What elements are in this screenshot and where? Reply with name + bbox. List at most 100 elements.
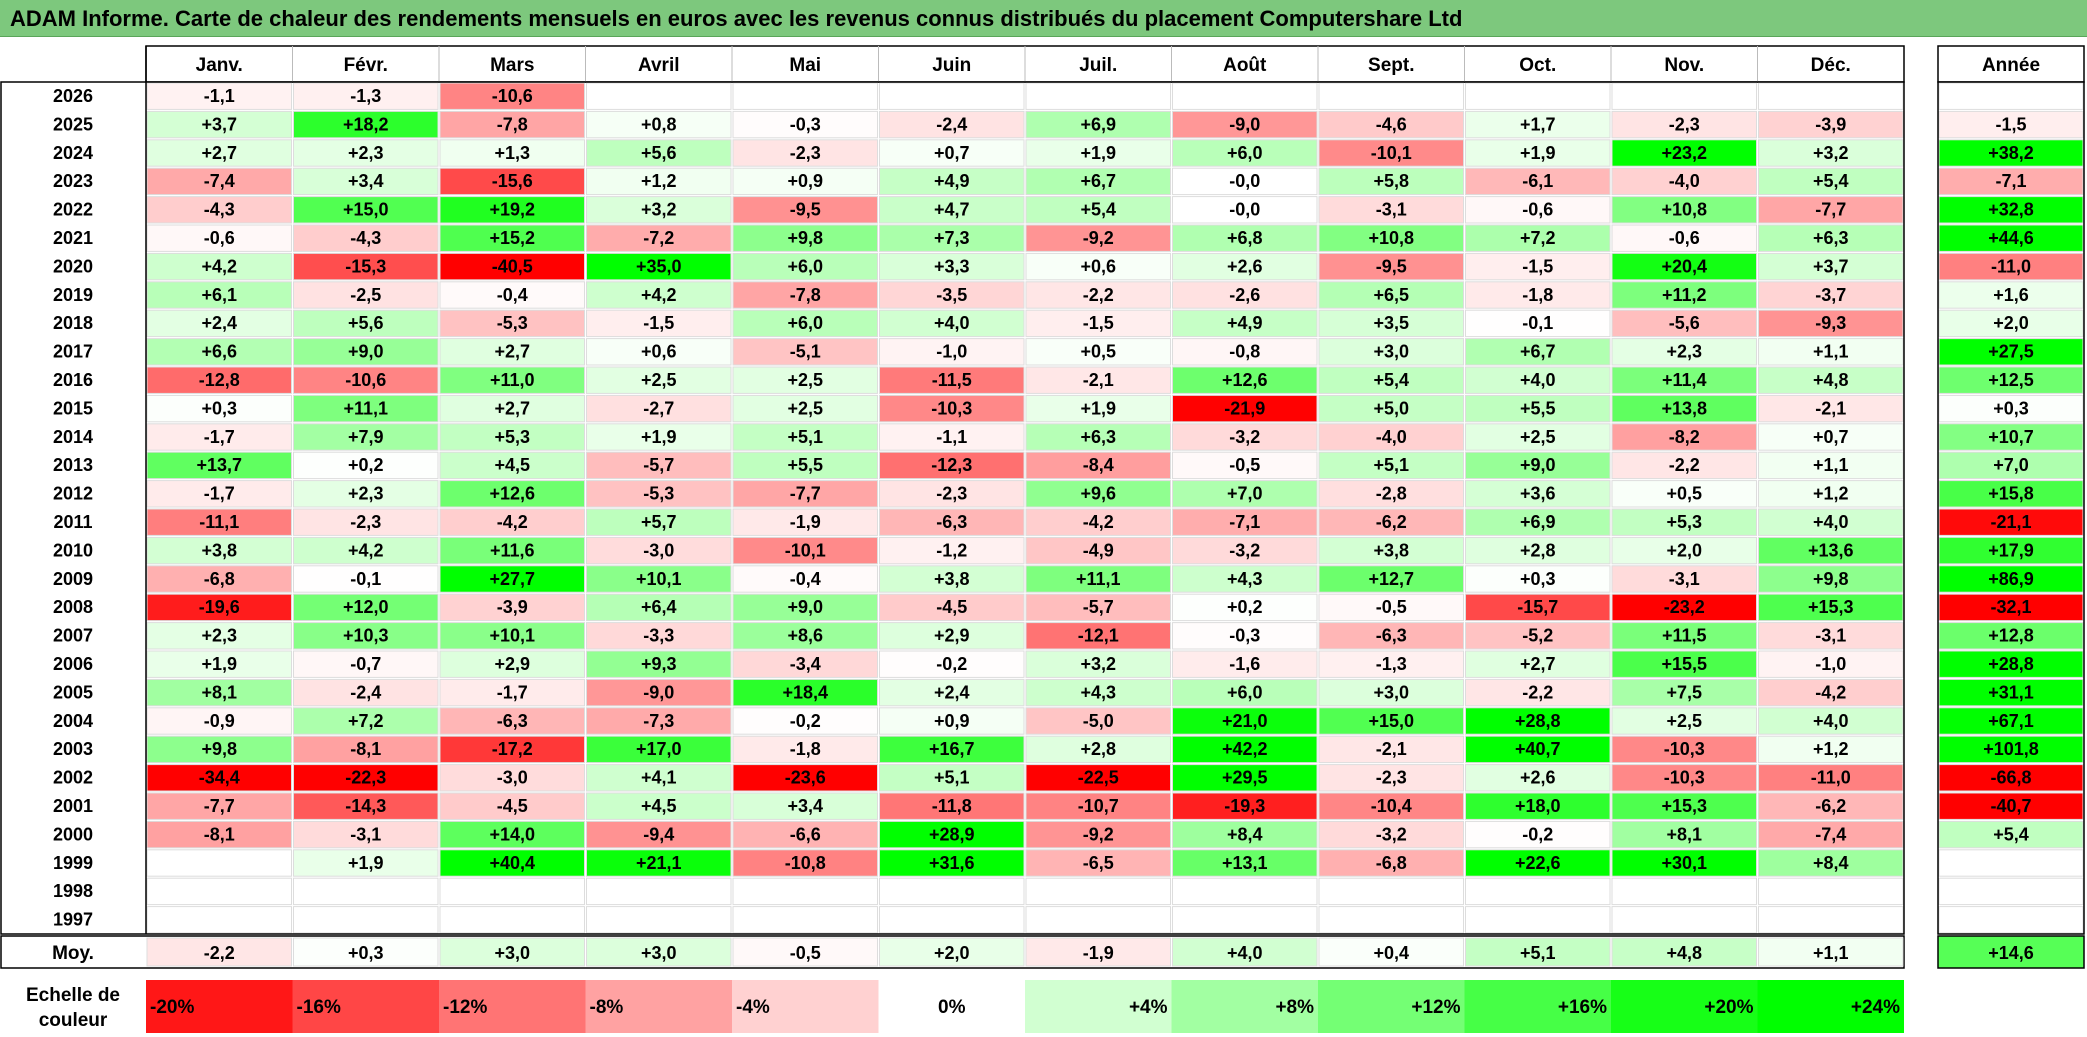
year-label: 2007 — [53, 626, 93, 646]
heatmap-cell — [1025, 82, 1171, 110]
cell-value: +9,3 — [641, 654, 677, 674]
scale-label: 0% — [938, 997, 966, 1018]
heatmap-cell — [1611, 622, 1757, 650]
cell-value: -5,7 — [1083, 597, 1114, 617]
cell-value: -7,7 — [1815, 200, 1846, 220]
cell-value: -1,1 — [204, 86, 235, 106]
heatmap-cell — [1172, 820, 1318, 849]
heatmap-cell — [293, 480, 439, 508]
year-label: 2022 — [53, 200, 93, 220]
cell-value: +13,6 — [1808, 540, 1854, 560]
cell-value: -7,4 — [204, 171, 235, 191]
cell-value: +6,1 — [201, 285, 237, 305]
heatmap-cell — [1025, 678, 1171, 707]
cell-value: +3,0 — [1373, 682, 1409, 702]
cell-value: +6,0 — [1227, 682, 1263, 702]
cell-value: -5,3 — [643, 484, 674, 504]
heatmap-cell — [439, 252, 585, 281]
cell-value: -0,0 — [1229, 200, 1260, 220]
scale-swatch — [1171, 980, 1318, 1033]
scale-swatch — [1025, 980, 1172, 1033]
cell-value: +4,2 — [641, 285, 677, 305]
heatmap-cell — [879, 480, 1025, 508]
heatmap-cell — [293, 508, 439, 536]
cell-value: +2,7 — [494, 398, 530, 418]
heatmap-cell — [293, 536, 439, 565]
cell-value: -8,1 — [350, 739, 381, 759]
cell-value: +3,2 — [1813, 143, 1849, 163]
cell-value: -3,2 — [1229, 540, 1260, 560]
heatmap-cell — [439, 678, 585, 707]
cell-value: +6,9 — [1520, 512, 1556, 532]
cell-value: +10,8 — [1368, 228, 1414, 248]
heatmap-cell — [1318, 423, 1464, 451]
cell-value: +0,7 — [934, 143, 970, 163]
scale-label: +4% — [1129, 997, 1168, 1018]
heatmap-cell — [1758, 678, 1904, 707]
cell-value: +1,9 — [1080, 143, 1116, 163]
cell-value: +2,7 — [494, 342, 530, 362]
cell-value: +4,8 — [1813, 370, 1849, 390]
year-label: 2003 — [53, 739, 93, 759]
heatmap-cell — [1465, 366, 1611, 394]
heatmap-cell — [1611, 820, 1757, 849]
cell-value: +4,5 — [494, 455, 530, 475]
cell-value: +2,3 — [348, 484, 384, 504]
cell-value: -9,0 — [1229, 114, 1260, 134]
annual-frame — [1937, 81, 2085, 935]
annual-cell — [1938, 281, 2084, 309]
annual-value: -40,7 — [1990, 796, 2031, 816]
heatmap-cell — [732, 622, 878, 650]
heatmap-cell — [1172, 224, 1318, 252]
cell-value: -21,9 — [1224, 398, 1265, 418]
heatmap-cell — [1465, 281, 1611, 309]
cell-value: -6,3 — [497, 711, 528, 731]
heatmap-cell — [1025, 366, 1171, 394]
heatmap-cell — [146, 139, 292, 167]
heatmap-cell — [293, 281, 439, 309]
heatmap-cell — [1611, 167, 1757, 196]
heatmap-cell — [439, 906, 585, 934]
cell-value: -22,5 — [1078, 768, 1119, 788]
cell-value: +0,9 — [787, 171, 823, 191]
cell-value: +27,7 — [489, 569, 535, 589]
heatmap-cell — [1465, 707, 1611, 735]
cell-value: -5,1 — [790, 342, 821, 362]
cell-value: -0,5 — [1229, 455, 1260, 475]
heatmap-cell — [1172, 139, 1318, 167]
heatmap-cell — [439, 394, 585, 423]
cell-value: +2,7 — [201, 143, 237, 163]
average-cell — [1465, 937, 1611, 967]
cell-value: -3,3 — [643, 626, 674, 646]
average-label: Moy. — [52, 943, 94, 964]
heatmap-cell — [439, 650, 585, 678]
heatmap-cell — [586, 281, 732, 309]
cell-value: +5,3 — [494, 427, 530, 447]
cell-value: +6,8 — [1227, 228, 1263, 248]
heatmap-cell — [439, 508, 585, 536]
cell-value: -7,7 — [204, 796, 235, 816]
cell-value: -4,6 — [1376, 114, 1407, 134]
cell-value: +15,5 — [1661, 654, 1707, 674]
heatmap-cell — [1758, 338, 1904, 366]
heatmap-cell — [1172, 849, 1318, 877]
heatmap-cell — [879, 565, 1025, 593]
heatmap-cell — [1172, 196, 1318, 224]
heatmap-cell — [293, 622, 439, 650]
cell-value: +11,1 — [343, 398, 388, 418]
heatmap-cell — [732, 423, 878, 451]
cell-value: +3,4 — [787, 796, 823, 816]
heatmap-cell — [1758, 650, 1904, 678]
title-bar: ADAM Informe. Carte de chaleur des rende… — [0, 0, 2087, 37]
year-label: 2026 — [53, 86, 93, 106]
cell-value: +42,2 — [1222, 739, 1268, 759]
cell-value: +1,7 — [1520, 114, 1556, 134]
heatmap-cell — [1172, 281, 1318, 309]
heatmap-cell — [1465, 196, 1611, 224]
heatmap-cell — [732, 480, 878, 508]
heatmap-cell — [586, 309, 732, 338]
cell-value: +4,1 — [641, 768, 677, 788]
heatmap-cell — [1318, 735, 1464, 764]
cell-value: -10,6 — [492, 86, 533, 106]
heatmap-cell — [732, 849, 878, 877]
